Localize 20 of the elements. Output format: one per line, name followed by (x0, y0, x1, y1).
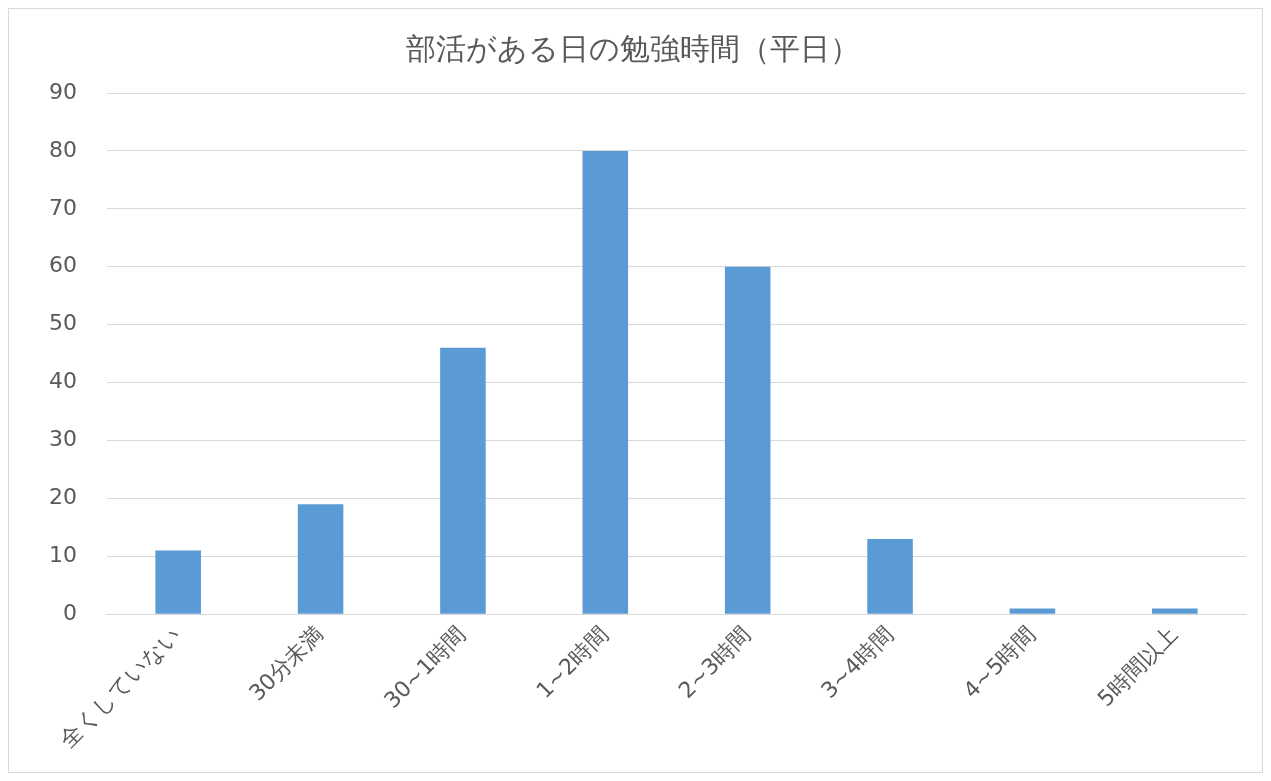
y-tick-label: 50 (48, 310, 77, 336)
bar (440, 347, 486, 614)
y-tick-label: 60 (48, 252, 77, 278)
bar (1152, 608, 1198, 614)
y-tick-label: 10 (48, 542, 77, 567)
x-tick-label: 30分未満 (243, 621, 329, 706)
bar (297, 504, 344, 614)
y-tick-label: 80 (48, 136, 77, 162)
bar (1009, 608, 1056, 614)
y-tick-label: 20 (48, 484, 77, 510)
y-tick-label: 40 (48, 368, 77, 394)
y-tick-label: 70 (48, 194, 77, 220)
y-tick-label: 30 (48, 426, 77, 452)
bar (582, 150, 629, 614)
x-tick-label: 5時間以上 (1092, 621, 1183, 712)
y-tick-label: 90 (48, 78, 77, 104)
bar (724, 266, 771, 614)
bar (155, 550, 201, 614)
bar (867, 538, 913, 614)
chart-title: 部活がある日の勉強時間（平日） (405, 30, 860, 66)
